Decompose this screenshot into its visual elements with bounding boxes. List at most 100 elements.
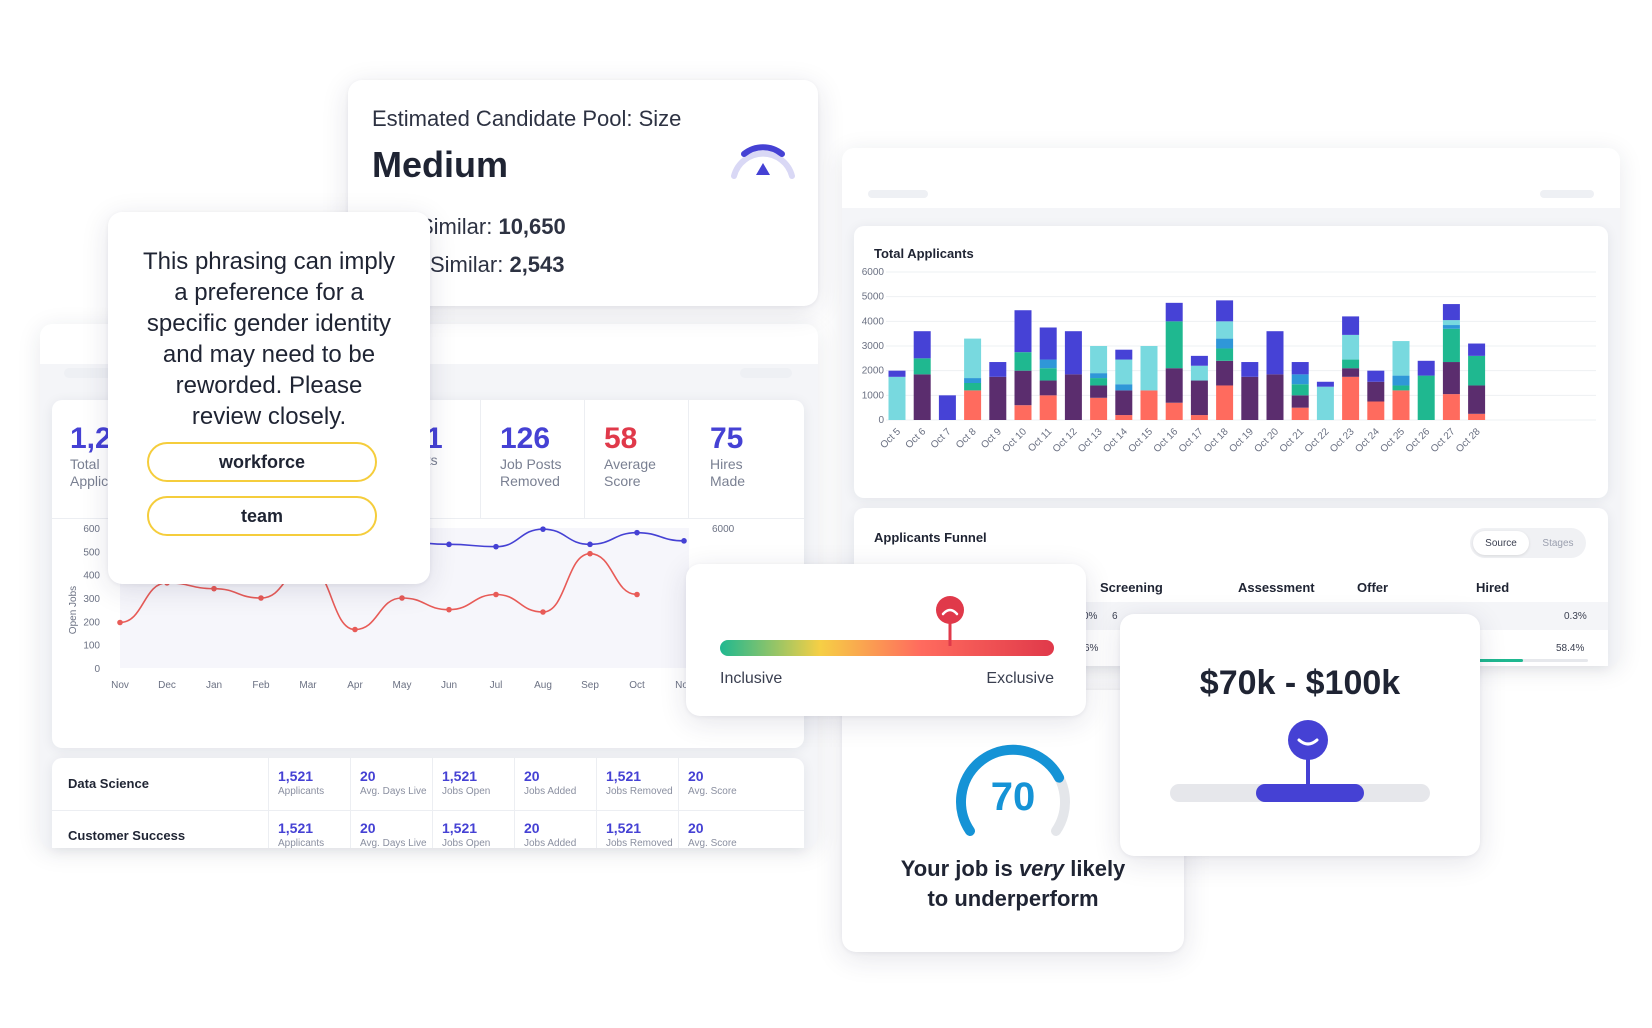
data-point[interactable] <box>117 619 123 626</box>
data-point[interactable] <box>634 529 640 536</box>
bar-segment[interactable] <box>1266 331 1284 375</box>
bar-segment[interactable] <box>1216 348 1234 361</box>
bar-segment[interactable] <box>989 376 1007 420</box>
bar-segment[interactable] <box>1442 328 1460 363</box>
data-point[interactable] <box>587 541 593 548</box>
bar-segment[interactable] <box>1014 352 1032 371</box>
bar-segment[interactable] <box>1392 341 1410 376</box>
bar-segment[interactable] <box>1165 321 1183 369</box>
bar-segment[interactable] <box>1442 304 1460 321</box>
data-point[interactable] <box>540 526 546 532</box>
bar-segment[interactable] <box>1291 395 1309 408</box>
bar-segment[interactable] <box>1291 407 1309 420</box>
data-point[interactable] <box>258 595 264 601</box>
data-point[interactable] <box>634 591 640 598</box>
toggle-source[interactable]: Source <box>1473 531 1529 555</box>
flagged-word-team[interactable]: team <box>147 496 377 536</box>
bar-segment[interactable] <box>1468 385 1486 414</box>
table-row[interactable]: Data Science 1,521 Applicants 20 Avg. Days L… <box>52 758 804 811</box>
bar-segment[interactable] <box>1241 376 1259 420</box>
bar-segment[interactable] <box>964 390 982 420</box>
bar-segment[interactable] <box>1442 394 1460 420</box>
bar-segment[interactable] <box>1342 376 1360 420</box>
bar-segment[interactable] <box>1442 320 1460 326</box>
bar-segment[interactable] <box>1216 300 1234 322</box>
bar-segment[interactable] <box>1165 402 1183 420</box>
bar-segment[interactable] <box>1064 331 1082 375</box>
bar-segment[interactable] <box>1241 362 1259 377</box>
bar-segment[interactable] <box>1115 359 1133 385</box>
bar-segment[interactable] <box>1190 365 1208 381</box>
bar-segment[interactable] <box>1468 355 1486 386</box>
table-row[interactable]: Customer Success 1,521 Applicants 20 Avg. Da… <box>52 810 804 848</box>
bar-segment[interactable] <box>1392 385 1410 391</box>
bar-segment[interactable] <box>1014 405 1032 420</box>
bar-segment[interactable] <box>1039 327 1057 360</box>
data-point[interactable] <box>446 606 452 613</box>
bar-segment[interactable] <box>1342 316 1360 335</box>
bar-segment[interactable] <box>1291 384 1309 396</box>
bar-segment[interactable] <box>1115 415 1133 420</box>
data-point[interactable] <box>587 550 593 557</box>
bar-segment[interactable] <box>1115 349 1133 360</box>
bar-segment[interactable] <box>1039 395 1057 420</box>
bar-segment[interactable] <box>964 338 982 379</box>
bar-segment[interactable] <box>1090 346 1108 374</box>
bar-segment[interactable] <box>1165 302 1183 322</box>
bar-segment[interactable] <box>1014 310 1032 353</box>
bar-segment[interactable] <box>1216 385 1234 420</box>
bar-segment[interactable] <box>888 376 906 420</box>
bar-segment[interactable] <box>1190 355 1208 366</box>
data-point[interactable] <box>446 541 452 548</box>
bar-segment[interactable] <box>1039 368 1057 381</box>
bar-segment[interactable] <box>1140 390 1158 420</box>
bar-segment[interactable] <box>1090 378 1108 386</box>
bar-segment[interactable] <box>1316 381 1334 387</box>
bar-segment[interactable] <box>964 378 982 383</box>
bar-segment[interactable] <box>1342 368 1360 377</box>
bar-segment[interactable] <box>1115 390 1133 416</box>
bar-segment[interactable] <box>1216 360 1234 386</box>
bar-segment[interactable] <box>1190 415 1208 420</box>
bar-segment[interactable] <box>913 358 931 375</box>
bar-segment[interactable] <box>1392 375 1410 386</box>
bar-segment[interactable] <box>1442 325 1460 329</box>
data-point[interactable] <box>493 543 499 550</box>
data-point[interactable] <box>681 538 687 544</box>
bar-segment[interactable] <box>1216 321 1234 339</box>
bar-segment[interactable] <box>1316 386 1334 420</box>
bar-segment[interactable] <box>913 331 931 359</box>
data-point[interactable] <box>399 595 405 601</box>
flagged-word-workforce[interactable]: workforce <box>147 442 377 482</box>
bar-segment[interactable] <box>1392 390 1410 420</box>
bar-segment[interactable] <box>1291 374 1309 385</box>
data-point[interactable] <box>352 626 358 633</box>
bar-segment[interactable] <box>989 362 1007 377</box>
inclusivity-marker[interactable] <box>935 594 965 654</box>
bar-segment[interactable] <box>1190 380 1208 416</box>
bar-segment[interactable] <box>1014 370 1032 406</box>
bar-segment[interactable] <box>1468 343 1486 356</box>
bar-segment[interactable] <box>1165 368 1183 403</box>
bar-segment[interactable] <box>964 383 982 391</box>
bar-segment[interactable] <box>1291 362 1309 375</box>
data-point[interactable] <box>493 591 499 598</box>
bar-segment[interactable] <box>1140 346 1158 391</box>
bar-segment[interactable] <box>1266 374 1284 420</box>
bar-segment[interactable] <box>1115 384 1133 391</box>
bar-segment[interactable] <box>1468 413 1486 420</box>
data-point[interactable] <box>540 609 546 615</box>
bar-segment[interactable] <box>1417 360 1435 376</box>
bar-segment[interactable] <box>1417 375 1435 420</box>
bar-segment[interactable] <box>938 395 956 420</box>
bar-segment[interactable] <box>1090 385 1108 398</box>
data-point[interactable] <box>211 585 217 592</box>
bar-segment[interactable] <box>1342 359 1360 369</box>
bar-segment[interactable] <box>1090 397 1108 420</box>
bar-segment[interactable] <box>1064 374 1082 420</box>
bar-segment[interactable] <box>1039 380 1057 396</box>
bar-segment[interactable] <box>1039 359 1057 369</box>
bar-segment[interactable] <box>1367 401 1385 421</box>
bar-segment[interactable] <box>1367 370 1385 382</box>
salary-marker[interactable] <box>1286 720 1330 790</box>
